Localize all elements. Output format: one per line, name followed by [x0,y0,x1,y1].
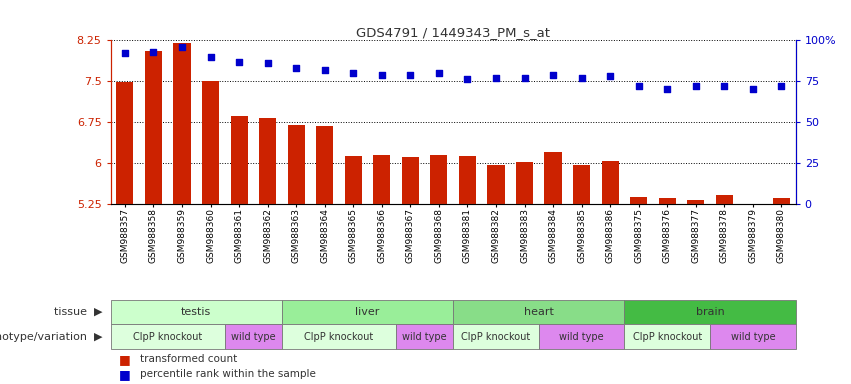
Point [403,71,417,78]
Bar [453,324,539,349]
Point [517,75,531,81]
Point [603,73,617,79]
Point [289,65,303,71]
Bar [625,324,710,349]
Text: ClpP knockout: ClpP knockout [133,332,203,342]
Text: ClpP knockout: ClpP knockout [632,332,702,342]
Bar [516,162,533,204]
Bar [374,155,391,204]
Bar [282,324,396,349]
Point [546,71,560,78]
Text: testis: testis [181,307,211,317]
Bar [225,324,282,349]
Point [118,50,132,56]
Bar [231,116,248,204]
Point [574,75,588,81]
Point [489,75,503,81]
Point [717,83,731,89]
Text: genotype/variation  ▶: genotype/variation ▶ [0,332,102,342]
Text: percentile rank within the sample: percentile rank within the sample [140,369,317,379]
Text: liver: liver [356,307,380,317]
Bar [145,51,162,204]
Bar [431,155,448,204]
Bar [716,195,733,204]
Bar [539,324,625,349]
Bar [688,200,705,204]
Bar [259,118,277,204]
Point [689,83,703,89]
Bar [602,161,619,204]
Point [460,76,474,83]
Text: ■: ■ [119,368,135,381]
Bar [630,197,648,204]
Bar [773,197,790,204]
Point [146,49,160,55]
Bar [625,300,796,324]
Text: tissue  ▶: tissue ▶ [54,307,102,317]
Bar [317,126,334,204]
Bar [111,324,225,349]
Point [175,44,189,50]
Point [260,60,274,66]
Point [660,86,674,92]
Text: ClpP knockout: ClpP knockout [461,332,530,342]
Text: brain: brain [695,307,724,317]
Bar [659,198,676,204]
Bar [396,324,454,349]
Bar [288,125,305,204]
Point [632,83,646,89]
Bar [111,300,282,324]
Bar [459,156,476,204]
Bar [402,157,419,204]
Bar [488,165,505,204]
Bar [202,81,219,204]
Bar [573,165,591,204]
Point [346,70,360,76]
Text: wild type: wild type [730,332,775,342]
Text: wild type: wild type [231,332,276,342]
Point [746,86,760,92]
Text: wild type: wild type [559,332,604,342]
Point [232,58,246,65]
Bar [453,300,625,324]
Point [774,83,788,89]
Text: ClpP knockout: ClpP knockout [305,332,374,342]
Bar [710,324,796,349]
Bar [174,43,191,204]
Bar [282,300,454,324]
Point [375,71,389,78]
Bar [117,82,134,204]
Bar [545,152,562,204]
Point [432,70,446,76]
Text: transformed count: transformed count [140,354,237,364]
Text: heart: heart [524,307,554,317]
Text: ■: ■ [119,353,135,366]
Text: wild type: wild type [403,332,447,342]
Bar [345,156,362,204]
Title: GDS4791 / 1449343_PM_s_at: GDS4791 / 1449343_PM_s_at [357,26,550,39]
Point [318,67,332,73]
Point [203,53,217,60]
